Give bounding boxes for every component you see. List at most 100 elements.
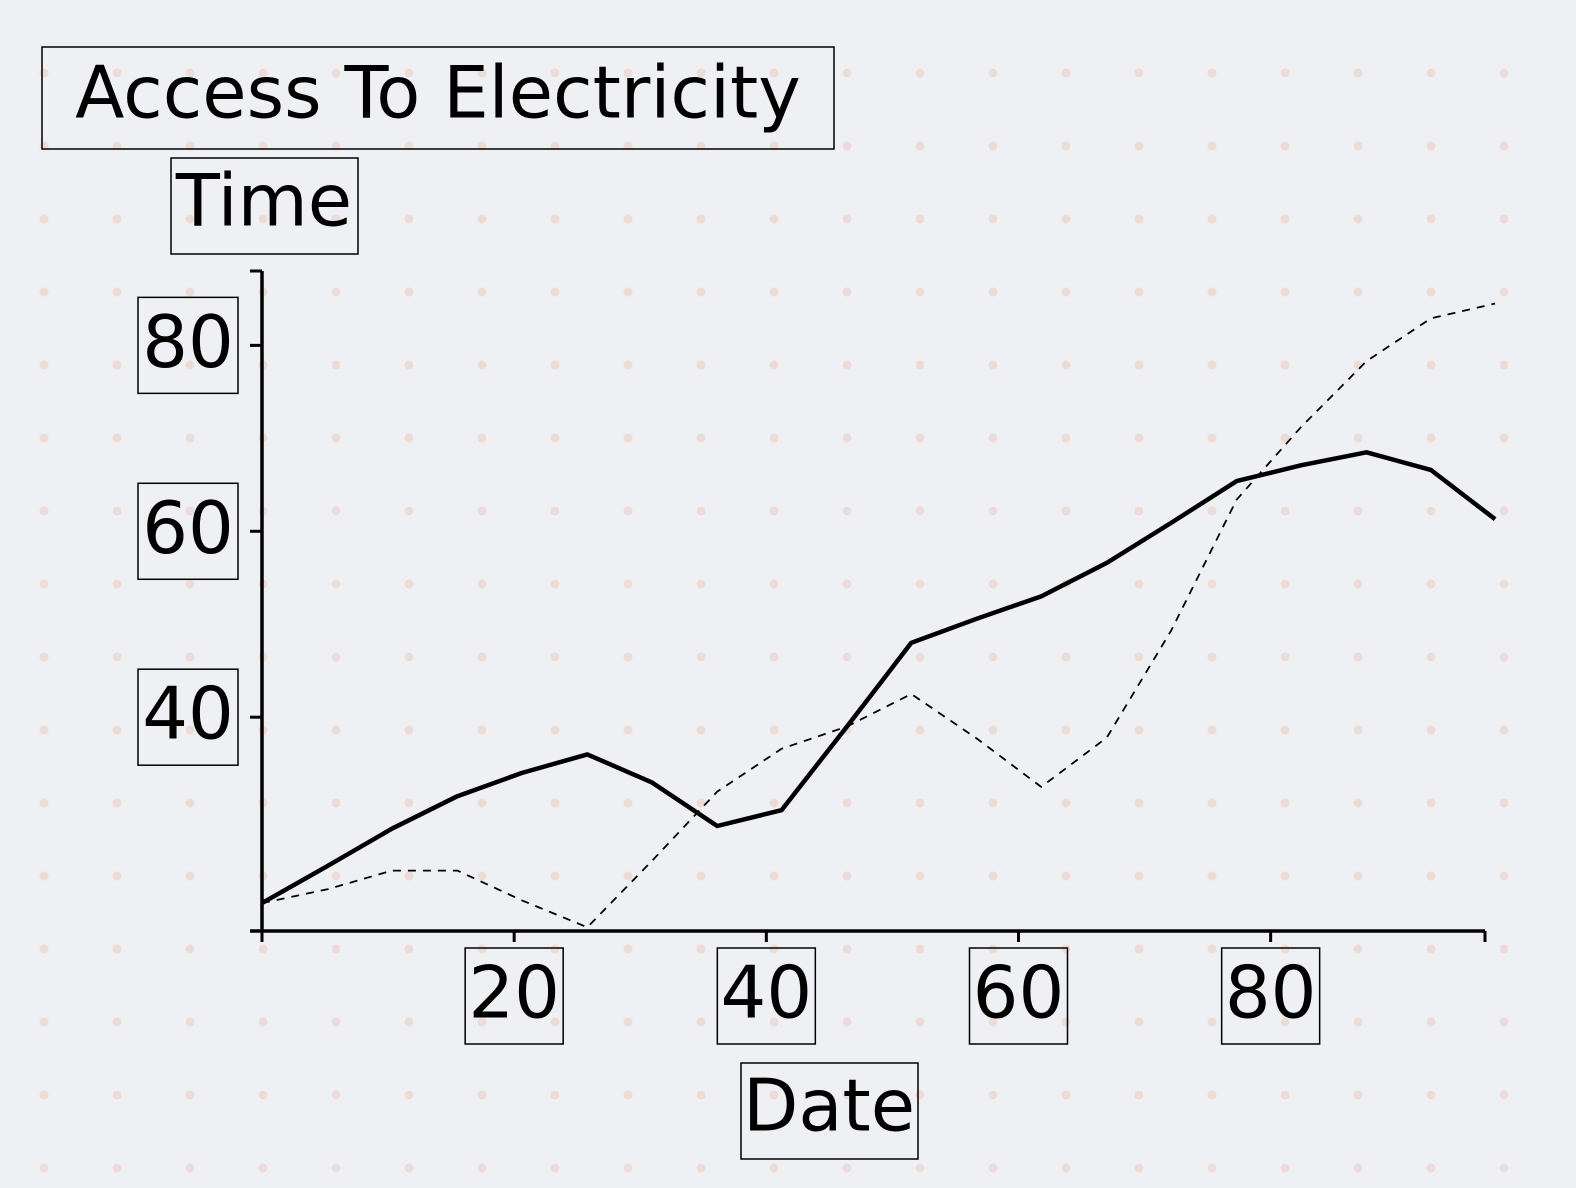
background-dot [477,652,487,662]
y-tick-label-box [137,296,239,395]
background-dot [769,360,779,370]
background-dot [331,360,341,370]
series-line-dashed [261,302,1496,929]
background-dot [1353,944,1363,954]
background-dot [1499,725,1509,735]
background-dot [1353,287,1363,297]
background-dot [769,652,779,662]
background-dot [915,652,925,662]
background-dot [185,652,195,662]
background-dot [988,506,998,516]
background-dot [404,871,414,881]
background-dot [769,1090,779,1100]
background-dot [1061,944,1071,954]
background-dot [1280,579,1290,589]
background-dot [988,433,998,443]
background-dot [842,506,852,516]
background-dot [988,944,998,954]
x-tick-label-box [716,947,817,1045]
background-dot [1207,652,1217,662]
background-dot [623,652,633,662]
background-dot [1207,1090,1217,1100]
background-dot [1134,579,1144,589]
background-dot [112,68,122,78]
background-dot [1061,214,1071,224]
background-dot [39,1163,49,1173]
background-dot [623,798,633,808]
x-tick-label-box [464,947,564,1045]
background-dot [185,214,195,224]
background-dot [185,1163,195,1173]
background-dot [550,798,560,808]
background-dot [550,944,560,954]
x-axis-label-box [740,1062,919,1160]
background-dot [112,798,122,808]
x-tick-label: 60 [973,951,1065,1035]
background-dot [39,1090,49,1100]
background-dot [1134,652,1144,662]
background-dot [477,579,487,589]
background-dot [550,506,560,516]
background-dot [39,214,49,224]
background-dot [1280,68,1290,78]
axes [250,269,1487,942]
background-dot [404,1090,414,1100]
background-dot [404,725,414,735]
background-dot [1061,652,1071,662]
background-dot [185,798,195,808]
background-dot [404,652,414,662]
y-tick-label: 40 [142,672,234,756]
background-dot [1280,871,1290,881]
background-dot [404,433,414,443]
background-dot [915,871,925,881]
background-dot [1061,433,1071,443]
background-dot [623,871,633,881]
background-dot [258,214,268,224]
background-dot [842,798,852,808]
background-dot [696,944,706,954]
background-dot [1134,506,1144,516]
background-dot [915,506,925,516]
background-dot [477,506,487,516]
background-dot [1499,506,1509,516]
background-dot [404,944,414,954]
background-dot [404,360,414,370]
chart-title-text: Access To Electricity [75,51,801,135]
background-dot [1061,1090,1071,1100]
background-dot [477,214,487,224]
background-dot [112,433,122,443]
background-dot [39,287,49,297]
background-dot [696,798,706,808]
background-dot [1207,579,1217,589]
background-dot [1353,1017,1363,1027]
background-dot [1061,360,1071,370]
background-dot [769,287,779,297]
background-dot [988,360,998,370]
background-dot [550,214,560,224]
background-dot [404,1017,414,1027]
background-dot [477,1163,487,1173]
background-dot [1353,579,1363,589]
background-dot [988,141,998,151]
background-dot [1280,360,1290,370]
background-dot [404,214,414,224]
background-dot [623,214,633,224]
background-dot [623,725,633,735]
background-dot [331,1017,341,1027]
background-dot [623,1090,633,1100]
background-dot [842,1163,852,1173]
background-dot [185,1017,195,1027]
background-dot [1134,433,1144,443]
background-dot [1499,287,1509,297]
background-dot [1207,433,1217,443]
background-dot [1426,287,1436,297]
background-dot [1280,506,1290,516]
x-axis-label: Date [740,1062,919,1160]
background-dot [1280,141,1290,151]
background-dot [915,579,925,589]
background-dot [769,1017,779,1027]
background-dot [696,579,706,589]
background-dot [915,287,925,297]
background-dot [1061,798,1071,808]
